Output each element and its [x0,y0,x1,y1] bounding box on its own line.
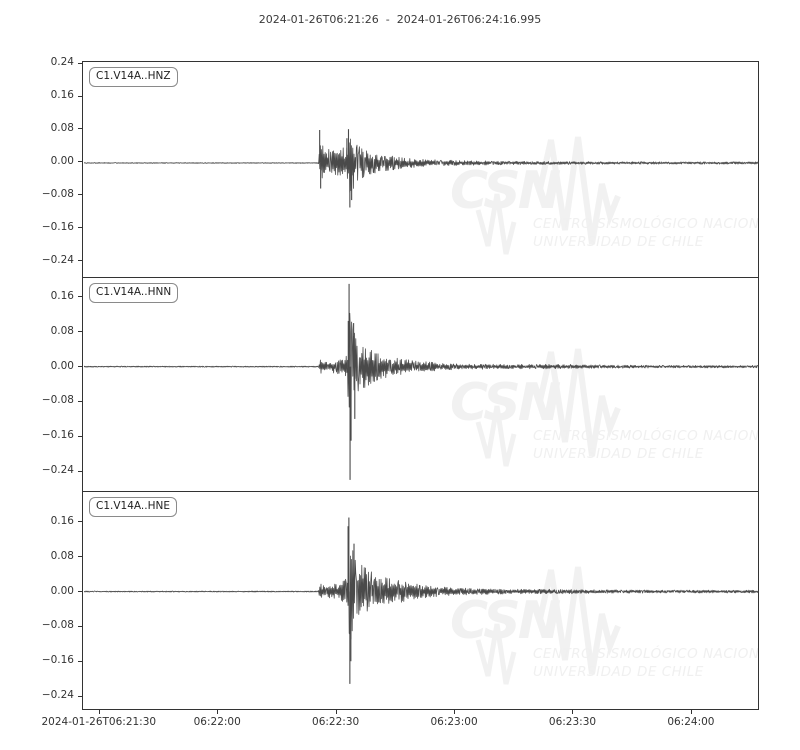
y-tick-label: −0.08 [41,619,74,632]
x-tick-mark [572,710,574,714]
y-tick-label: 0.00 [50,584,74,597]
y-tick-label: 0.16 [50,514,74,527]
y-tick-mark [78,62,82,64]
y-tick-mark [78,128,82,130]
y-tick-label: −0.24 [41,253,74,266]
y-tick-mark [78,400,82,402]
y-tick-mark [78,260,82,262]
x-tick-label: 06:24:00 [667,716,715,728]
y-tick-label: 0.08 [50,549,74,562]
y-tick-label: −0.24 [41,464,74,477]
channel-label-hnn: C1.V14A..HNN [89,283,179,303]
y-tick-mark [78,331,82,333]
y-tick-label: −0.08 [41,394,74,407]
x-tick-label: 06:22:30 [312,716,360,728]
y-tick-mark [78,227,82,229]
y-tick-label: −0.16 [41,429,74,442]
subplot-hnz: CSN CENTRO SISMOLÓGICO NACIONAL UNIVERSI… [82,61,759,278]
x-tick-mark [217,710,219,714]
channel-label-hnz: C1.V14A..HNZ [89,67,178,87]
y-tick-label: 0.16 [50,89,74,101]
y-tick-label: −0.16 [41,220,74,233]
y-tick-mark [78,435,82,437]
y-tick-mark [78,556,82,558]
channel-label-hne: C1.V14A..HNE [89,497,177,517]
y-tick-mark [78,161,82,163]
y-tick-mark [78,95,82,97]
y-tick-mark [78,660,82,662]
x-tick-mark [454,710,456,714]
y-tick-mark [78,366,82,368]
seismogram-trace-hne [84,492,759,709]
y-tick-mark [78,194,82,196]
y-tick-mark [78,591,82,593]
y-tick-label: 0.00 [50,154,74,167]
x-tick-label: 2024-01-26T06:21:30 [41,716,157,728]
x-tick-mark [690,710,692,714]
y-tick-mark [78,521,82,523]
x-tick-label: 06:23:00 [430,716,478,728]
y-tick-label: 0.16 [50,289,74,302]
x-tick-mark [98,710,100,714]
subplot-hne: CSN CENTRO SISMOLÓGICO NACIONAL UNIVERSI… [82,492,759,710]
x-tick-label: 06:23:30 [548,716,597,728]
y-tick-label: 0.08 [50,121,74,134]
y-tick-label: −0.08 [41,187,74,200]
y-tick-mark [78,695,82,697]
y-tick-mark [78,470,82,472]
figure-title: 2024-01-26T06:21:26 - 2024-01-26T06:24:1… [258,13,542,26]
seismogram-trace-hnn [84,278,759,491]
y-tick-label: −0.24 [41,689,74,702]
seismogram-trace-hnz [84,63,759,278]
x-tick-mark [335,710,337,714]
y-tick-mark [78,296,82,298]
y-tick-label: 0.08 [50,324,74,337]
y-tick-label: −0.16 [41,654,74,667]
subplot-hnn: CSN CENTRO SISMOLÓGICO NACIONAL UNIVERSI… [82,278,759,492]
y-tick-mark [78,625,82,627]
y-tick-label: 0.00 [50,359,74,372]
x-tick-label: 06:22:00 [193,716,241,728]
y-tick-label: 0.24 [50,56,74,69]
